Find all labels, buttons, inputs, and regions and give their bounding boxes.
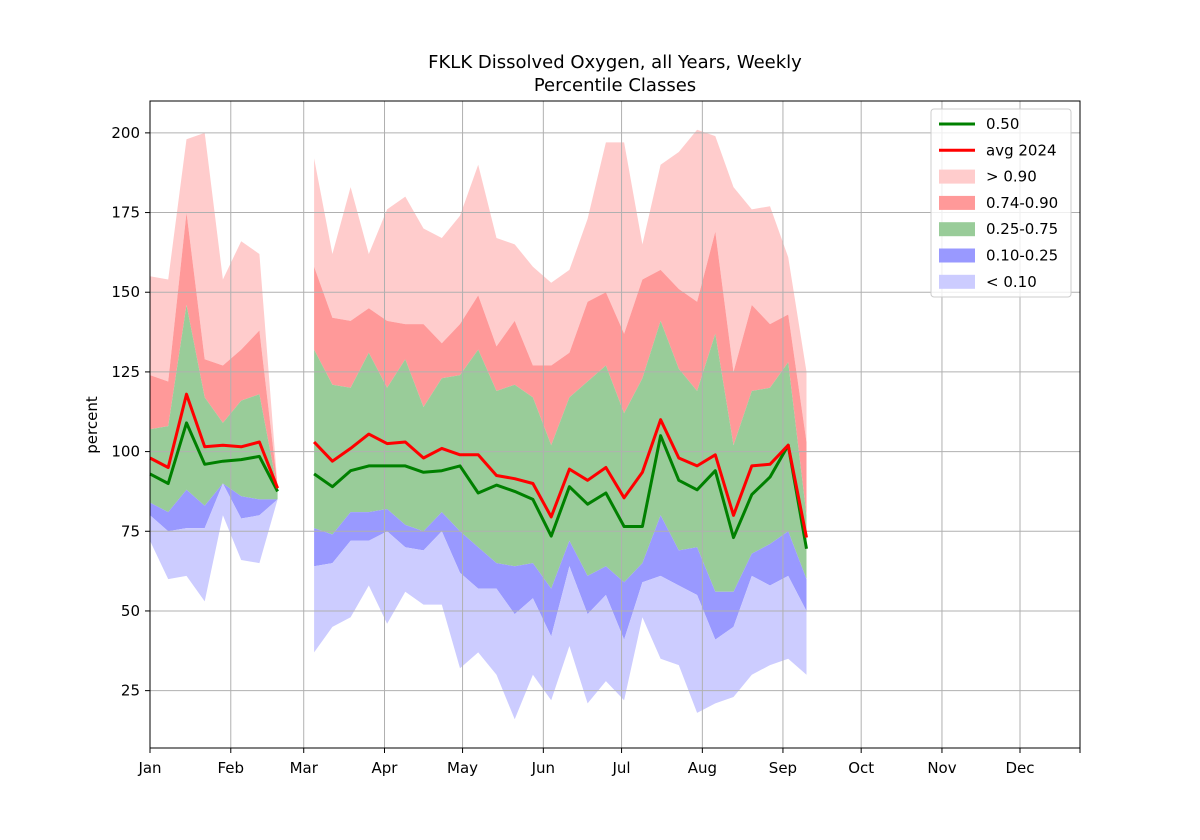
x-tick-label: Jul	[612, 759, 631, 777]
x-tick-label: Dec	[1005, 759, 1034, 777]
percentile-bands	[150, 129, 807, 720]
x-tick-label: Jun	[531, 759, 555, 777]
band-above-90-2	[314, 129, 807, 442]
legend-swatch-patch	[939, 169, 975, 184]
y-tick-label: 25	[121, 682, 140, 700]
median-line-1	[149, 421, 279, 493]
y-tick-label: 75	[121, 522, 140, 540]
legend-label: 0.25-0.75	[986, 220, 1058, 238]
chart-title: FKLK Dissolved Oxygen, all Years, Weekly	[428, 52, 802, 73]
x-tick-label: Jan	[137, 759, 161, 777]
y-tick-label: 150	[111, 283, 140, 301]
x-tick-label: Nov	[927, 759, 956, 777]
legend: 0.50 avg 2024 > 0.90 0.74-0.90 0.25-0.75 0.10…	[930, 108, 1072, 298]
x-tick-label: May	[447, 759, 478, 777]
y-tick-label: 200	[111, 124, 140, 142]
x-tick-label: Aug	[688, 759, 717, 777]
band-above-90-1	[150, 132, 278, 487]
legend-label: > 0.90	[986, 168, 1037, 186]
y-tick-label: 125	[111, 363, 140, 381]
legend-label: avg 2024	[986, 141, 1057, 159]
legend-swatch-patch	[939, 274, 975, 289]
y-axis: 25 50 75 100 125 150 175 200	[111, 124, 150, 700]
legend-swatch-patch	[939, 222, 975, 237]
y-tick-label: 100	[111, 443, 140, 461]
x-axis: Jan Feb Mar Apr May Jun Jul Aug Sep Oct Nov Dec	[137, 748, 1081, 777]
avg-2024-line-2	[313, 418, 808, 538]
plot-frame	[149, 100, 1081, 749]
legend-label: 0.74-0.90	[986, 194, 1058, 212]
x-tick-label: Feb	[218, 759, 245, 777]
legend-label: 0.10-0.25	[986, 247, 1058, 265]
y-axis-label: percent	[83, 396, 101, 454]
x-tick-label: Mar	[290, 759, 319, 777]
y-tick-label: 50	[121, 602, 140, 620]
band-10-25-1	[150, 483, 278, 532]
band-below-10-1	[150, 483, 278, 602]
x-tick-label: Apr	[372, 759, 399, 777]
y-tick-label: 175	[111, 204, 140, 222]
median-line-2	[313, 434, 808, 550]
x-tick-label: Sep	[769, 759, 797, 777]
legend-label: < 0.10	[986, 273, 1037, 291]
band-74-90-2	[314, 231, 807, 516]
x-tick-label: Oct	[848, 759, 874, 777]
legend-label: 0.50	[986, 115, 1019, 133]
chart-subtitle: Percentile Classes	[534, 75, 696, 96]
series-lines	[149, 392, 808, 550]
legend-swatch-patch	[939, 248, 975, 263]
band-25-75-2	[314, 320, 807, 592]
band-below-10-2	[314, 531, 807, 720]
avg-2024-line-1	[149, 392, 279, 489]
legend-swatch-patch	[939, 195, 975, 210]
band-74-90-1	[150, 212, 278, 490]
band-10-25-2	[314, 509, 807, 640]
